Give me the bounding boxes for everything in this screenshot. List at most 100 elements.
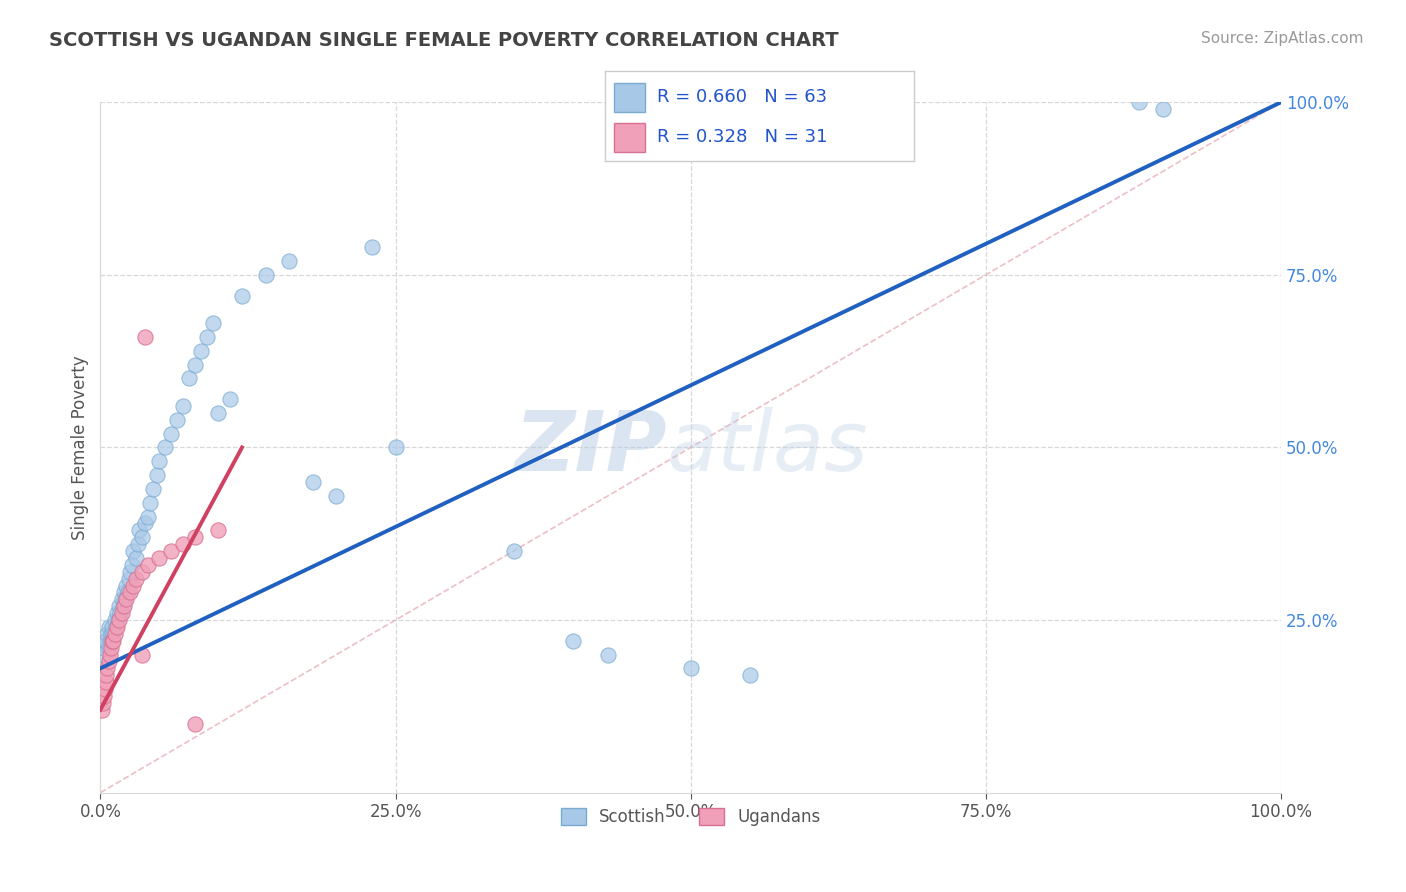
Point [91,648,114,662]
Point [103,633,125,648]
Point [155,441,177,455]
Point [93,640,115,655]
Point [101,633,124,648]
Point [118,565,141,579]
Point [98,648,121,662]
Point [118,585,141,599]
Point [325,489,347,503]
Point [115,592,138,607]
Point [105,606,128,620]
Point [122,544,145,558]
Point [738,668,761,682]
Point [114,592,136,607]
Point [502,544,524,558]
Point [91,696,114,710]
Point [139,496,162,510]
Point [361,240,384,254]
Point [136,509,159,524]
Y-axis label: Single Female Poverty: Single Female Poverty [72,355,89,540]
Point [184,530,207,544]
Text: R = 0.660   N = 63: R = 0.660 N = 63 [657,88,827,106]
Legend: Scottish, Ugandans: Scottish, Ugandans [554,801,827,832]
Point [101,620,124,634]
Point [136,558,159,572]
Point [166,413,188,427]
Point [118,572,141,586]
Point [207,406,229,420]
FancyBboxPatch shape [614,83,645,112]
Point [142,482,165,496]
Point [254,268,277,282]
Point [100,640,122,655]
FancyBboxPatch shape [614,123,645,152]
Point [94,682,117,697]
Point [108,599,131,614]
Point [125,550,148,565]
Point [96,633,118,648]
Point [207,524,229,538]
Point [105,620,128,634]
Point [127,537,149,551]
Point [184,716,207,731]
Point [190,343,212,358]
Point [93,689,115,703]
Point [96,627,118,641]
Point [96,668,118,682]
Point [103,627,125,641]
Point [121,558,143,572]
Point [201,316,224,330]
Point [97,640,120,655]
Point [128,524,150,538]
Point [103,613,125,627]
Point [146,468,169,483]
Point [148,550,170,565]
Point [100,627,122,641]
Point [125,572,148,586]
Point [172,537,194,551]
Text: Source: ZipAtlas.com: Source: ZipAtlas.com [1201,31,1364,46]
Point [110,606,132,620]
Point [184,358,207,372]
Text: atlas: atlas [666,407,869,488]
Point [231,288,253,302]
Point [122,578,145,592]
Point [117,585,139,599]
Point [561,633,583,648]
Point [1152,102,1174,116]
Point [131,648,153,662]
Text: R = 0.328   N = 31: R = 0.328 N = 31 [657,128,828,146]
Point [596,648,619,662]
Point [679,661,702,675]
Point [111,599,134,614]
Point [97,655,120,669]
Point [148,454,170,468]
Point [103,627,125,641]
Point [172,399,194,413]
Point [112,599,135,614]
Point [107,613,129,627]
Point [101,633,124,648]
Point [97,620,120,634]
Point [115,578,138,592]
Point [131,565,153,579]
Point [96,675,118,690]
Point [195,330,218,344]
Point [134,516,156,531]
Point [108,613,131,627]
Point [112,585,135,599]
Point [110,592,132,607]
Point [219,392,242,406]
Point [104,620,127,634]
Point [90,703,112,717]
Point [177,371,200,385]
Point [96,661,118,675]
Point [131,530,153,544]
Point [110,606,132,620]
Text: ZIP: ZIP [515,407,666,488]
Point [384,441,406,455]
Point [160,544,183,558]
Point [98,633,121,648]
Point [302,475,325,489]
Point [94,633,117,648]
Point [278,254,301,268]
